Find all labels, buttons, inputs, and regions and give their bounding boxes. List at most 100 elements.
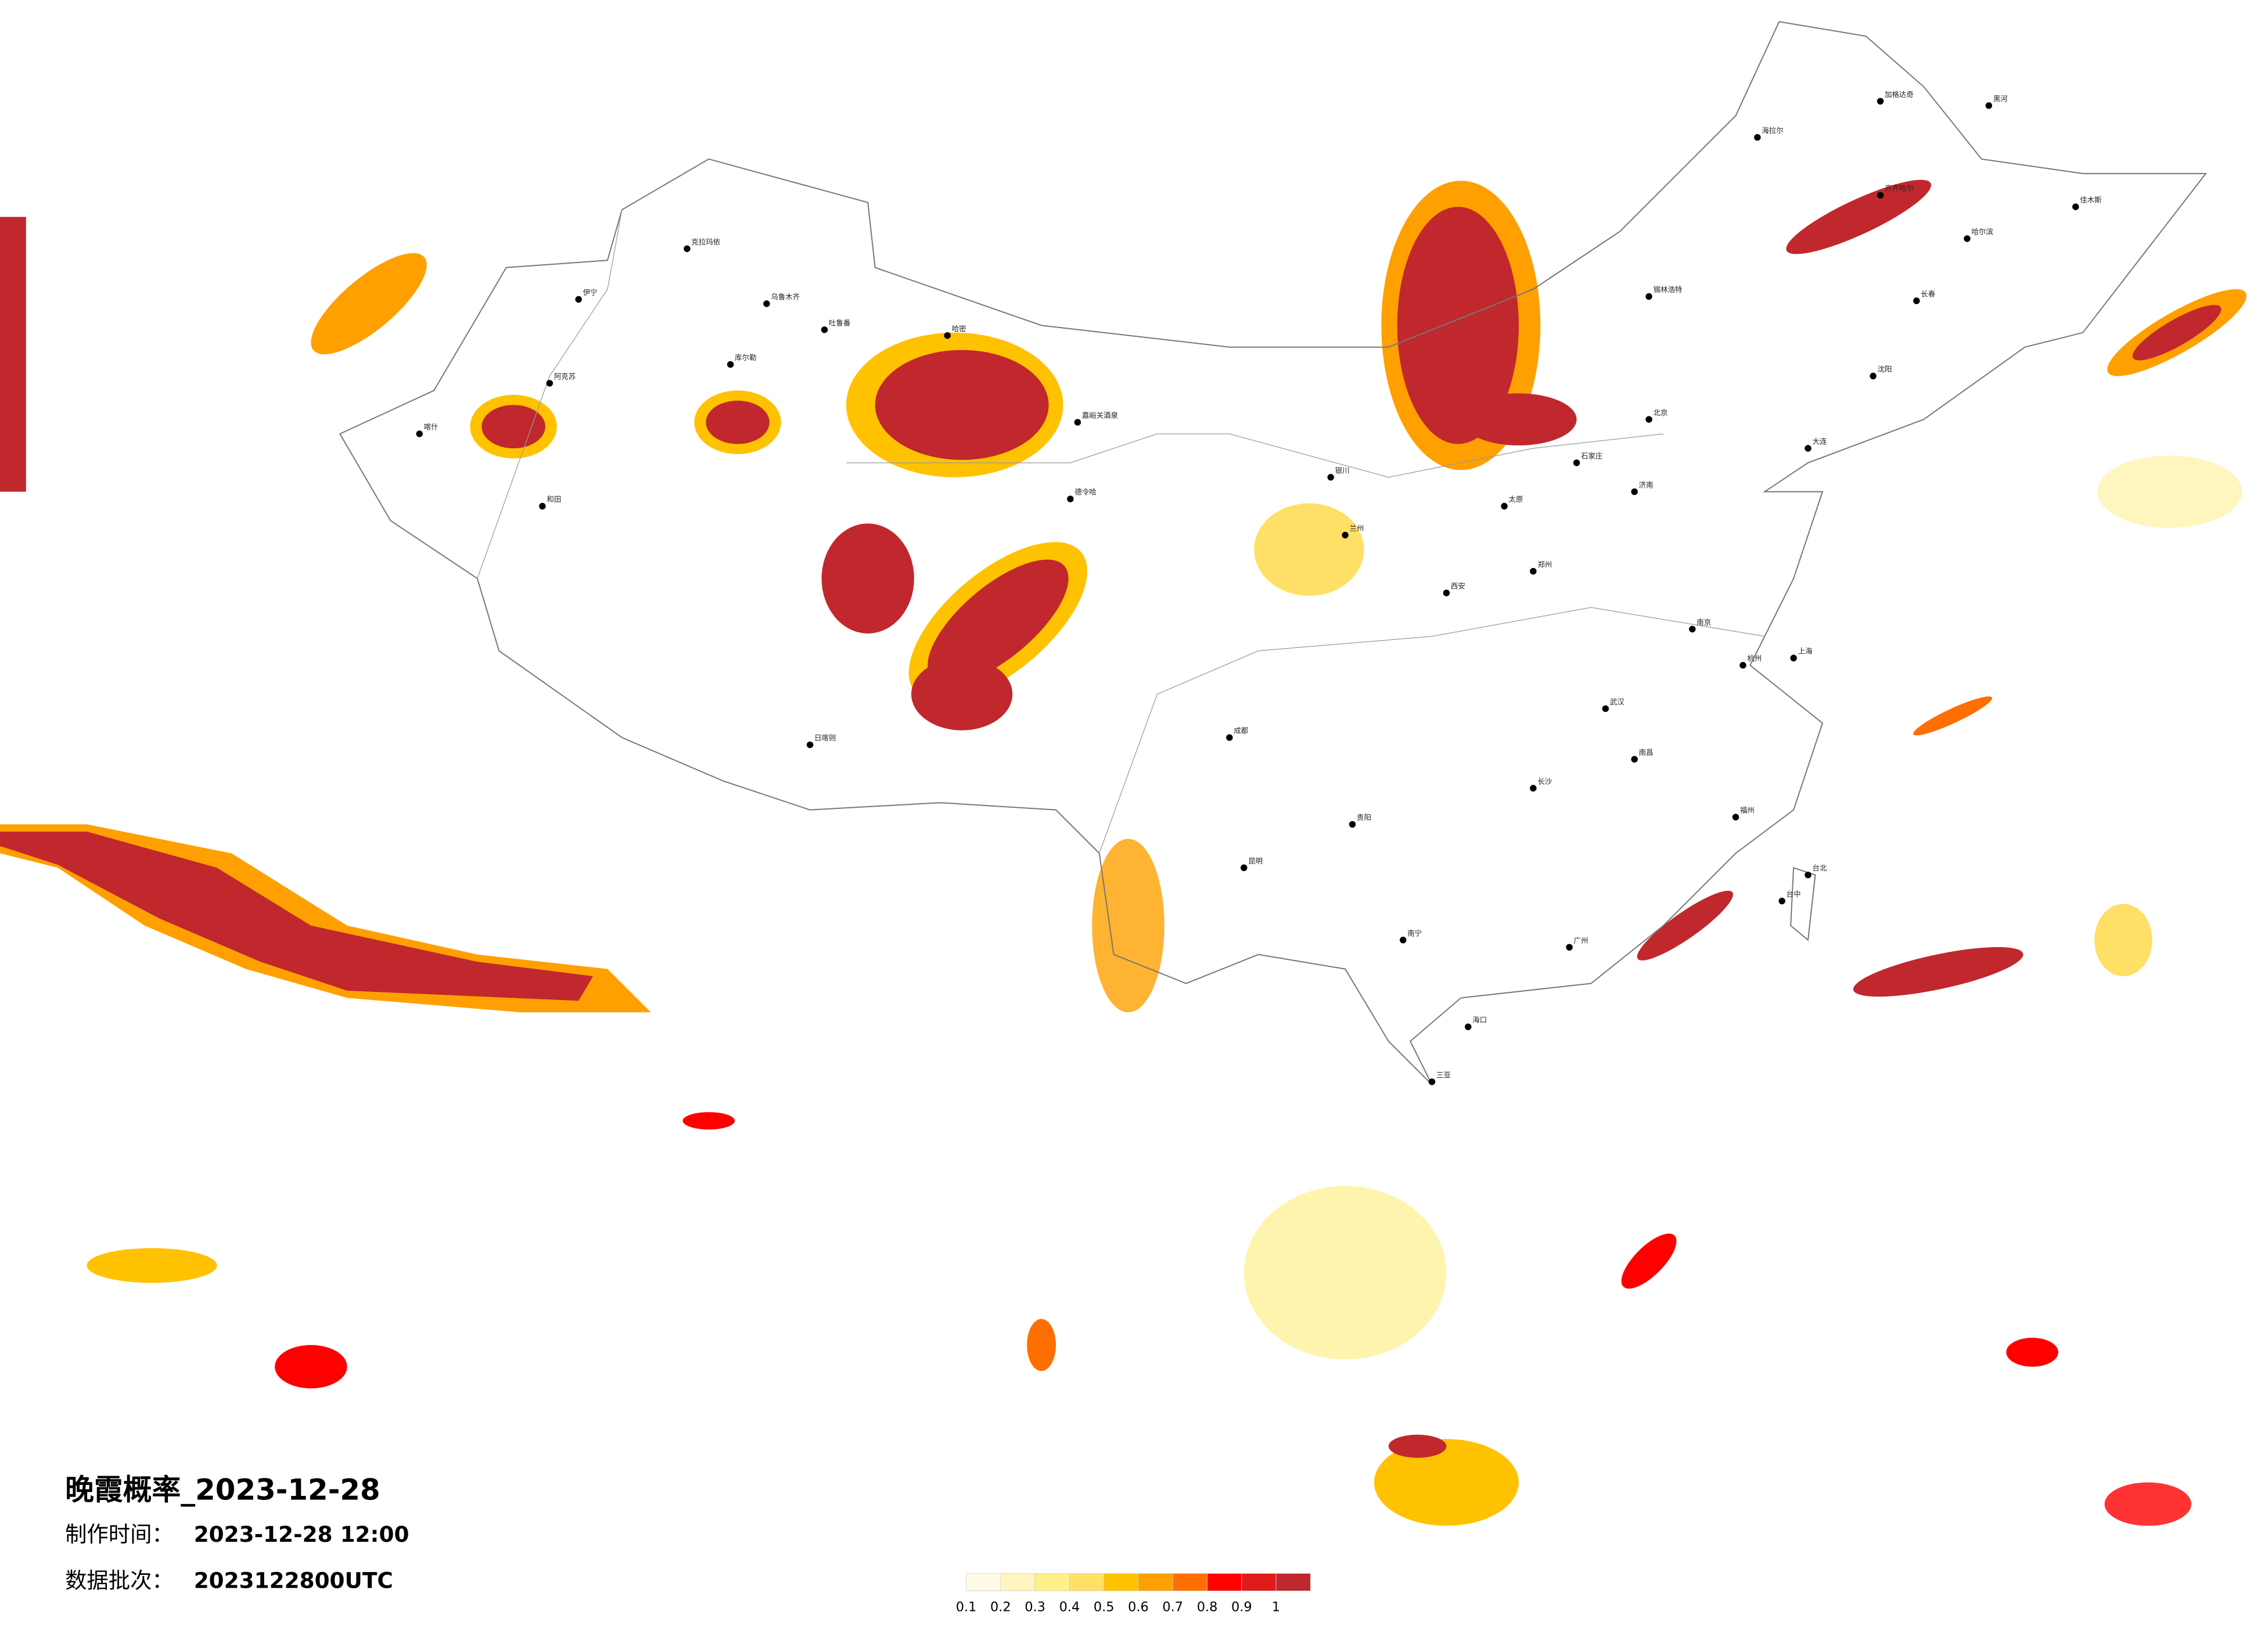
- field-high: [1388, 1434, 1447, 1458]
- city-dot: [1067, 495, 1074, 502]
- legend-swatch: [1069, 1573, 1105, 1591]
- city-label: 和田: [547, 495, 561, 503]
- city-label: 日喀则: [814, 733, 836, 742]
- city-dot: [1754, 134, 1761, 141]
- city-label: 长沙: [1537, 777, 1552, 786]
- legend-tick-label: 0.8: [1197, 1599, 1218, 1614]
- city-label: 嘉峪关酒泉: [1082, 411, 1119, 420]
- field-high: [2006, 1337, 2058, 1367]
- city-label: 福州: [1740, 806, 1755, 815]
- city-dot: [727, 361, 734, 368]
- city-dot: [1327, 474, 1334, 481]
- legend-swatch: [1034, 1573, 1070, 1591]
- field-low: [1243, 1186, 1447, 1360]
- city-dot: [1805, 445, 1811, 452]
- city-dot: [1465, 1023, 1472, 1030]
- legend-tick-label: 0.4: [1059, 1599, 1080, 1614]
- city-dot: [1566, 944, 1573, 951]
- city-label: 北京: [1654, 408, 1668, 417]
- city-label: 南昌: [1639, 748, 1654, 757]
- field-high: [1786, 179, 1931, 254]
- data-batch-label: 数据批次：: [65, 1567, 174, 1593]
- city-dot: [1602, 705, 1609, 713]
- city-label: 克拉玛依: [691, 238, 720, 246]
- field-high: [2104, 1482, 2192, 1526]
- city-dot: [1689, 625, 1696, 633]
- country-outline: [339, 21, 2207, 1085]
- production-time-label: 制作时间：: [65, 1521, 174, 1547]
- city-label: 吐鲁番: [829, 318, 851, 327]
- legend-swatch: [1104, 1573, 1139, 1591]
- city-dot: [416, 430, 423, 437]
- city-dot: [1913, 297, 1920, 304]
- legend-tick-label: 0.3: [1025, 1599, 1045, 1614]
- city-label: 哈密: [952, 324, 966, 333]
- city-dot: [944, 332, 951, 339]
- legend-swatch: [1241, 1573, 1277, 1591]
- city-dot: [1805, 871, 1811, 879]
- city-dot: [1631, 756, 1638, 763]
- city-dot: [1631, 488, 1638, 495]
- city-label: 长春: [1921, 290, 1935, 298]
- city-label: 银川: [1335, 466, 1350, 474]
- legend-swatch: [1275, 1573, 1311, 1591]
- city-dot: [1790, 654, 1797, 661]
- city-label: 阿克苏: [554, 372, 576, 380]
- field-high: [875, 350, 1049, 460]
- province-border: [1099, 607, 1765, 854]
- city-dot: [1964, 235, 1971, 242]
- field-low: [2094, 904, 2152, 977]
- city-label: 昆明: [1248, 857, 1263, 865]
- province-border: [846, 433, 1664, 478]
- field-high: [821, 523, 914, 634]
- city-dot: [821, 326, 828, 333]
- legend-tick-label: 0.2: [990, 1599, 1011, 1614]
- city-dot: [1732, 814, 1739, 821]
- city-label: 沈阳: [1878, 365, 1892, 373]
- city-label: 佳木斯: [2080, 196, 2101, 204]
- city-label: 杭州: [1747, 654, 1762, 663]
- city-dot: [806, 741, 814, 749]
- city-label: 海拉尔: [1762, 126, 1783, 135]
- field-high: [1637, 890, 1733, 961]
- field-mid: [1913, 696, 1993, 736]
- legend-swatch: [1000, 1573, 1036, 1591]
- field-high: [911, 658, 1013, 731]
- city-dot: [1739, 661, 1746, 669]
- city-dot: [2072, 203, 2079, 210]
- city-dot: [1074, 419, 1081, 426]
- city-dot: [539, 502, 546, 510]
- city-dot: [1226, 734, 1233, 741]
- city-label: 德令哈: [1074, 488, 1096, 497]
- legend-tick-label: 0.6: [1128, 1599, 1149, 1614]
- legend-swatch: [1207, 1573, 1242, 1591]
- legend-tick-label: 0.5: [1094, 1599, 1115, 1614]
- field-high: [275, 1345, 347, 1388]
- city-label: 大连: [1813, 437, 1827, 446]
- city-dot: [1443, 589, 1450, 596]
- legend-tick-label: 0.1: [956, 1599, 977, 1614]
- city-label: 上海: [1798, 647, 1813, 656]
- city-label: 武汉: [1610, 697, 1624, 706]
- city-label: 广州: [1574, 936, 1588, 945]
- city-dot: [1877, 98, 1884, 105]
- city-label: 台北: [1813, 864, 1827, 872]
- field-mid: [1254, 503, 1364, 596]
- city-label: 南宁: [1407, 929, 1422, 937]
- field-high: [1853, 947, 2023, 997]
- city-dot: [1342, 531, 1349, 539]
- field-mid: [1374, 1438, 1519, 1526]
- city-label: 成都: [1234, 726, 1248, 735]
- city-label: 喀什: [424, 423, 438, 431]
- field-high: [682, 1112, 735, 1130]
- city-label: 加格达奇: [1885, 90, 1914, 99]
- city-dot: [1349, 821, 1356, 828]
- city-dot: [1573, 459, 1580, 466]
- city-label: 黑河: [1993, 94, 2008, 103]
- city-label: 郑州: [1537, 560, 1552, 569]
- probability-field: [0, 179, 2247, 1526]
- city-dot: [1645, 416, 1652, 423]
- city-label: 哈尔滨: [1971, 227, 1993, 236]
